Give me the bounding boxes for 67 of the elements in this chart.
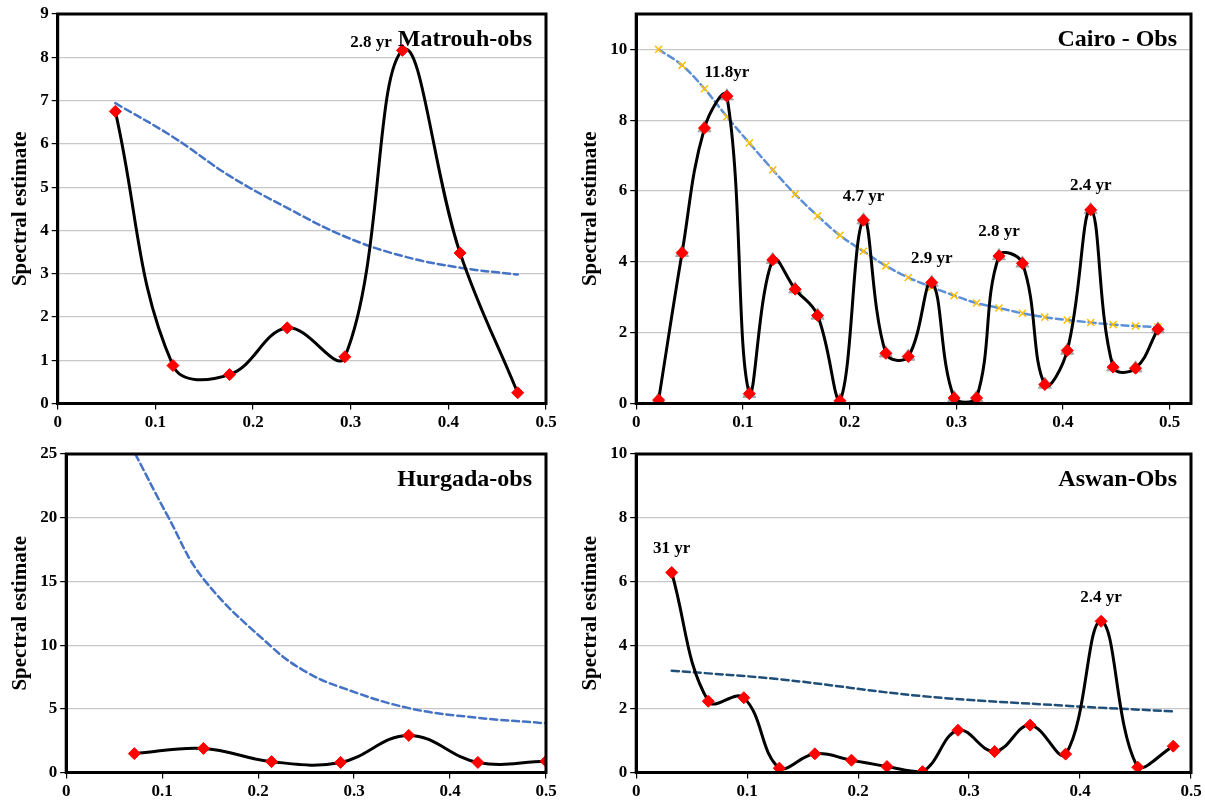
text: Aswan-Obs — [1058, 465, 1177, 492]
x-tick-label: 0.3 — [343, 781, 365, 801]
text: Cairo - Obs — [1057, 25, 1177, 52]
y-tick-label: 20 — [40, 507, 58, 527]
y-axis-title: Spectral estimate — [577, 536, 602, 691]
y-axis-title: Spectral estimate — [7, 536, 32, 691]
y-tick-label: 25 — [40, 443, 58, 463]
annotation: 2.4 yr — [1069, 175, 1112, 195]
x-tick-label: 0.3 — [958, 781, 980, 801]
x-tick-label: 0.2 — [838, 412, 861, 432]
x-tick-label: 0.3 — [945, 412, 967, 432]
x-tick-label: 0.1 — [151, 781, 173, 801]
y-tick-label: 5 — [40, 176, 49, 196]
y-tick-label: 10 — [610, 443, 628, 463]
x-tick-label: 0.4 — [1069, 781, 1092, 801]
y-tick-label: 0 — [618, 761, 628, 781]
y-tick-label: 8 — [40, 46, 49, 66]
annotation: 2.9 yr — [910, 247, 953, 267]
y-axis-title: Spectral estimate — [7, 131, 32, 287]
annotation: 11.8yr — [704, 61, 750, 81]
annotation: 2.8 yr — [350, 32, 393, 52]
y-tick-label: 4 — [618, 251, 628, 271]
x-tick-label: 0 — [61, 781, 71, 801]
x-tick-label: 0.5 — [535, 412, 557, 432]
x-tick-label: 0.3 — [340, 412, 362, 432]
y-tick-label: 4 — [40, 219, 50, 239]
y-tick-label: 6 — [618, 180, 628, 200]
x-tick-label: 0.4 — [1052, 412, 1075, 432]
x-tick-label: 0.1 — [732, 412, 754, 432]
y-axis-title: Spectral estimate — [577, 131, 602, 287]
x-tick-label: 0.4 — [439, 781, 462, 801]
x-tick-label: 0.4 — [437, 412, 460, 432]
x-tick-label: 0.5 — [1180, 781, 1202, 801]
y-tick-label: 4 — [618, 634, 628, 654]
y-tick-label: 10 — [610, 38, 628, 58]
x-tick-label: 0.2 — [847, 781, 869, 801]
annotation: 2.4 yr — [1080, 586, 1123, 606]
y-tick-label: 7 — [40, 89, 50, 109]
y-tick-label: 0 — [48, 761, 58, 781]
y-tick-label: 8 — [618, 507, 628, 527]
y-tick-label: 0 — [618, 392, 628, 412]
x-tick-label: 0.5 — [535, 781, 557, 801]
y-tick-label: 15 — [40, 570, 58, 590]
x-tick-label: 0.1 — [736, 781, 758, 801]
y-tick-label: 1 — [40, 349, 49, 369]
y-tick-label: 8 — [618, 109, 628, 129]
y-tick-label: 10 — [40, 634, 58, 654]
y-tick-label: 0 — [40, 392, 49, 412]
x-tick-label: 0.2 — [242, 412, 264, 432]
y-tick-label: 3 — [40, 263, 49, 283]
x-tick-label: 0 — [631, 781, 641, 801]
y-tick-label: 2 — [618, 698, 628, 718]
annotation: 31 yr — [653, 537, 691, 557]
x-tick-label: 0.5 — [1159, 412, 1181, 432]
y-tick-label: 6 — [618, 570, 628, 590]
y-tick-label: 5 — [48, 698, 58, 718]
annotation: 4.7 yr — [842, 185, 885, 205]
x-tick-label: 0.1 — [144, 412, 166, 432]
y-tick-label: 9 — [40, 3, 49, 23]
y-tick-label: 2 — [40, 306, 49, 326]
y-tick-label: 6 — [40, 133, 49, 153]
text: Hurgada-obs — [397, 465, 532, 492]
text: Matrouh-obs — [397, 25, 532, 52]
x-tick-label: 0.2 — [247, 781, 269, 801]
annotation: 2.8 yr — [978, 221, 1021, 241]
y-tick-label: 2 — [618, 322, 628, 342]
x-tick-label: 0 — [631, 412, 641, 432]
